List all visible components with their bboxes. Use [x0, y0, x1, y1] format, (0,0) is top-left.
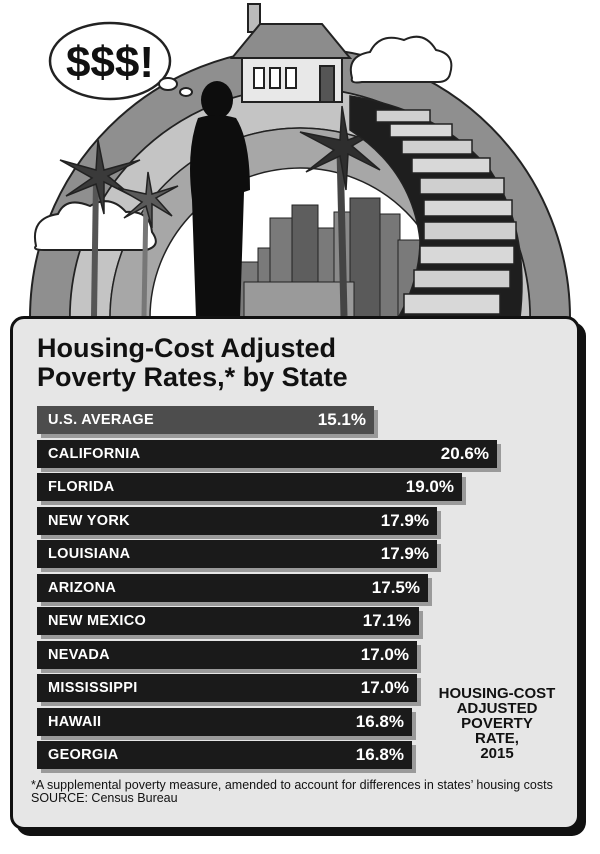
bar-value-label: 17.5%	[371, 578, 420, 597]
bar-value-label: 17.9%	[380, 511, 429, 530]
bar-value-label: 17.0%	[360, 678, 409, 697]
bar-new-york: NEW YORK 17.9%	[37, 507, 437, 535]
bar-mississippi: MISSISSIPPI 17.0%	[37, 674, 417, 702]
city-skyline-icon	[237, 197, 421, 319]
bar-category-label: HAWAII	[48, 714, 102, 730]
palm-tree-right-icon	[299, 105, 387, 317]
bar-nevada: NEVADA 17.0%	[37, 641, 417, 669]
chart-legend-label: HOUSING-COST ADJUSTED POVERTY RATE, 2015	[438, 685, 556, 762]
bar-category-label: MISSISSIPPI	[48, 680, 138, 696]
bar-arizona: ARIZONA 17.5%	[37, 574, 428, 602]
bar-value-label: 19.0%	[405, 477, 454, 496]
bar-value-label: 15.1%	[317, 410, 366, 429]
bar-value-label: 17.0%	[360, 645, 409, 664]
thought-bubble-icon: $$$!	[48, 21, 193, 101]
bar-value-label: 17.1%	[362, 611, 411, 630]
bar-category-label: GEORGIA	[48, 747, 119, 763]
bar-category-label: NEW YORK	[48, 513, 130, 529]
bar-hawaii: HAWAII 16.8%	[37, 708, 412, 736]
bar-value-label: 20.6%	[440, 444, 489, 463]
bar-value-label: 17.9%	[380, 544, 429, 563]
bar-louisiana: LOUISIANA 17.9%	[37, 540, 437, 568]
palm-tree-left-icon	[59, 139, 141, 317]
bar-georgia: GEORGIA 16.8%	[37, 741, 412, 769]
chart-title: Housing-Cost Adjusted Poverty Rates,* by…	[37, 333, 348, 392]
staircase-icon	[349, 95, 523, 319]
bar-category-label: CALIFORNIA	[48, 446, 141, 462]
bar-value-label: 16.8%	[355, 712, 404, 731]
cloud-right-icon	[349, 35, 453, 84]
bar-value-label: 16.8%	[355, 745, 404, 764]
bar-new-mexico: NEW MEXICO 17.1%	[37, 607, 419, 635]
bar-category-label: U.S. AVERAGE	[48, 412, 154, 428]
thought-bubble-text: $$$!	[66, 38, 154, 87]
footnote: *A supplemental poverty measure, amended…	[31, 778, 553, 792]
bar-california: CALIFORNIA 20.6%	[37, 440, 497, 468]
bar-category-label: FLORIDA	[48, 479, 115, 495]
source-line: SOURCE: Census Bureau	[31, 791, 178, 805]
chart-footer: *A supplemental poverty measure, amended…	[31, 779, 561, 805]
header-illustration: $$$!	[28, 3, 572, 319]
bar-chart: U.S. AVERAGE 15.1% CALIFORNIA 20.6% FLORIDA 1…	[37, 406, 577, 771]
palm-tree-small-icon	[117, 171, 179, 317]
house-icon	[229, 3, 353, 103]
bar-category-label: NEVADA	[48, 647, 110, 663]
bar-florida: FLORIDA 19.0%	[37, 473, 462, 501]
bar-u-s-average: U.S. AVERAGE 15.1%	[37, 406, 374, 434]
bar-category-label: LOUISIANA	[48, 546, 131, 562]
bar-category-label: ARIZONA	[48, 580, 117, 596]
person-silhouette-icon	[190, 81, 250, 318]
bar-category-label: NEW MEXICO	[48, 613, 147, 629]
